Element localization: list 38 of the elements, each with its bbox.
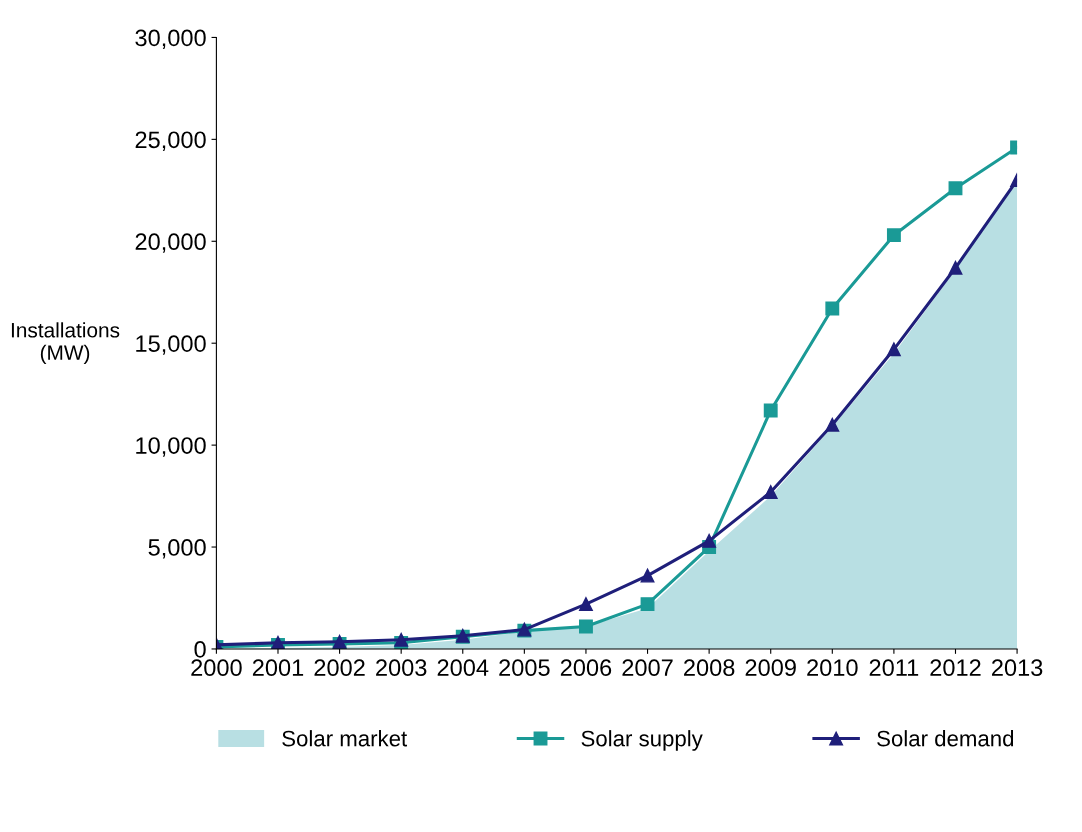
x-tick-label: 2009: [745, 659, 796, 677]
x-tick-label: 2013: [992, 659, 1043, 677]
x-tick-label: 2000: [191, 659, 242, 677]
point: [763, 403, 778, 418]
point: [886, 342, 901, 357]
point: [640, 568, 655, 583]
point: [578, 619, 593, 634]
x-tick-label: 2007: [622, 659, 673, 677]
y-tick-label: 25,000: [135, 131, 206, 151]
y-tick-label: 10,000: [136, 437, 206, 457]
y-axis-title: Installations (MW): [11, 322, 120, 365]
x-tick-label: 2011: [869, 659, 919, 677]
legend-label: Solar demand: [877, 730, 1014, 747]
legend-label: Solar supply: [581, 730, 703, 751]
x-tick-label: 2004: [437, 659, 489, 677]
point: [886, 228, 901, 243]
x-tick-label: 2005: [499, 659, 550, 677]
point: [948, 260, 963, 275]
point: [702, 533, 717, 548]
point: [825, 301, 840, 316]
y-tick-label: 5,000: [148, 539, 206, 559]
point: [948, 181, 963, 196]
point: [763, 485, 778, 499]
x-tick-label: 2001: [252, 659, 304, 677]
point: [640, 597, 655, 612]
x-tick-label: 2010: [807, 659, 858, 677]
x-tick-label: 2012: [930, 659, 981, 677]
y-tick-label: 20,000: [135, 233, 206, 253]
x-tick-label: 2008: [684, 659, 735, 677]
y-tick-label: 0: [194, 641, 206, 658]
y-tick-label: 30,000: [135, 29, 206, 50]
legend-label: Solar market: [282, 730, 408, 747]
x-tick-label: 2003: [376, 659, 427, 677]
x-tick-label: 2006: [560, 659, 612, 677]
y-tick-label: 15,000: [136, 335, 206, 355]
point: [578, 597, 593, 612]
point: [825, 417, 840, 432]
x-tick-label: 2002: [314, 659, 365, 677]
